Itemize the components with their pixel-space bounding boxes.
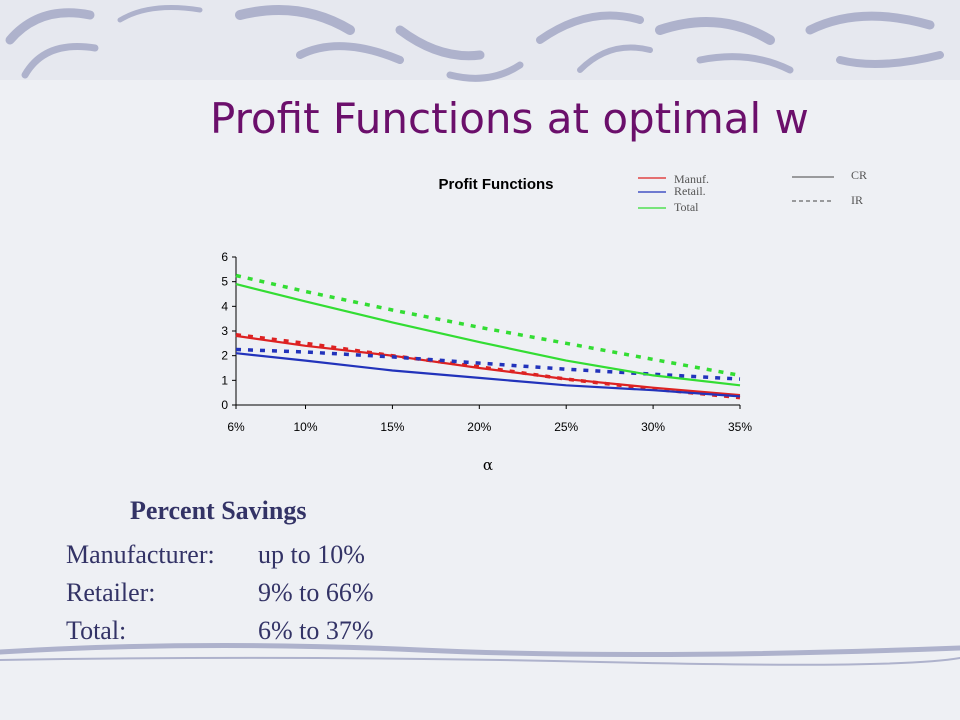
series-line-manuf-ir	[235, 332, 741, 400]
savings-value-retailer: 9% to 66%	[258, 578, 374, 607]
x-tick-label: 35%	[728, 420, 752, 434]
slide-title: Profit Functions at optimal w	[210, 94, 809, 143]
savings-label-manufacturer: Manufacturer:	[66, 540, 215, 569]
y-tick-label: 2	[221, 349, 228, 363]
savings-heading: Percent Savings	[130, 496, 307, 525]
legend-label-total: Total	[674, 200, 699, 214]
x-tick-label: 20%	[467, 420, 491, 434]
savings-value-manufacturer: up to 10%	[258, 540, 365, 569]
legend-label-ir: IR	[851, 193, 863, 207]
x-tick-label: 30%	[641, 420, 665, 434]
y-tick-label: 4	[221, 299, 228, 313]
savings-value-total: 6% to 37%	[258, 616, 374, 645]
y-tick-label: 6	[221, 250, 228, 264]
legend-label-manuf: Manuf.	[674, 172, 709, 186]
x-tick-label: 10%	[294, 420, 318, 434]
y-tick-label: 0	[221, 398, 228, 412]
series-line-total-cr	[235, 283, 741, 387]
x-tick-label: 6%	[227, 420, 245, 434]
y-tick-label: 3	[221, 324, 228, 338]
chart-title: Profit Functions	[439, 176, 554, 193]
savings-label-total: Total:	[66, 616, 127, 645]
series-line-retail-ir	[235, 347, 741, 381]
y-tick-label: 5	[221, 275, 228, 289]
chart-legend: Manuf. Retail. Total CR IR	[638, 168, 867, 214]
savings-label-retailer: Retailer:	[66, 578, 156, 607]
chart-axes: 0 1 2 3 4 5 6 6% 10% 15% 20% 25% 30% 35%	[221, 250, 752, 434]
y-tick-label: 1	[221, 373, 228, 387]
legend-label-retail: Retail.	[674, 184, 706, 198]
legend-label-cr: CR	[851, 168, 867, 182]
x-tick-label: 25%	[554, 420, 578, 434]
series-line-retail-cr	[235, 352, 741, 398]
x-axis-label: α	[483, 456, 493, 474]
x-tick-label: 15%	[380, 420, 404, 434]
chart-series	[235, 273, 741, 400]
